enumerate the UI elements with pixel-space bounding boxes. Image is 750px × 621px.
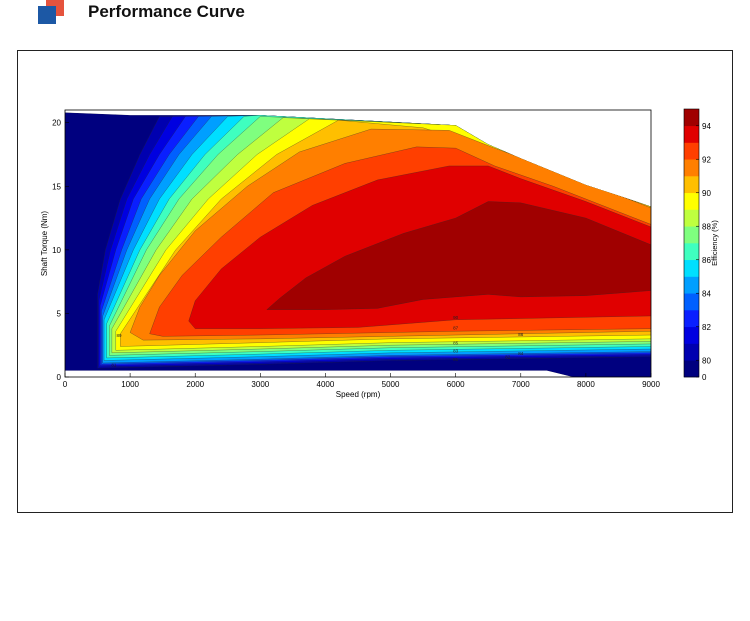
x-tick-label: 8000 bbox=[577, 380, 595, 389]
colorbar-segment bbox=[684, 226, 699, 244]
y-tick-label: 20 bbox=[52, 119, 61, 128]
x-tick-label: 6000 bbox=[447, 380, 465, 389]
contour-level-label: 86 bbox=[518, 332, 524, 337]
logo-blue-square bbox=[38, 6, 56, 24]
brand-logo bbox=[38, 0, 66, 26]
plot-axes-box bbox=[64, 109, 652, 378]
colorbar-tick-label: 82 bbox=[702, 323, 711, 332]
page-header: Performance Curve bbox=[0, 0, 750, 40]
colorbar-segment bbox=[684, 293, 699, 311]
y-tick-label: 15 bbox=[52, 182, 61, 191]
chart-frame: 0 1000 2000 3000 4000 5000 6000 7000 8000 9000 0 5 1… bbox=[17, 50, 733, 513]
contour-level-label: 89 bbox=[117, 333, 123, 338]
contour-level-label: 87 bbox=[453, 325, 459, 330]
colorbar-segment bbox=[684, 326, 699, 344]
colorbar-tick-label: 92 bbox=[702, 155, 711, 164]
x-tick-label: 9000 bbox=[642, 380, 660, 389]
y-tick-label: 5 bbox=[57, 309, 62, 318]
contour-level-label: 81 bbox=[453, 357, 459, 362]
x-axis-label: Speed (rpm) bbox=[336, 390, 381, 399]
colorbar-segment bbox=[684, 259, 699, 277]
colorbar-segment bbox=[684, 176, 699, 194]
colorbar-segment bbox=[684, 192, 699, 210]
contour-level-label: 83 bbox=[453, 348, 459, 353]
contour-fill-group bbox=[65, 112, 651, 378]
colorbar-segment bbox=[684, 343, 699, 361]
x-tick-label: 4000 bbox=[317, 380, 335, 389]
colorbar-tick-label: 86 bbox=[702, 256, 711, 265]
colorbar-tick-label: 80 bbox=[702, 356, 711, 365]
colorbar-frame bbox=[683, 108, 700, 378]
y-tick-label: 0 bbox=[57, 373, 62, 382]
colorbar-tick-label: 84 bbox=[702, 289, 711, 298]
colorbar-label: Efficiency (%) bbox=[710, 220, 719, 266]
colorbar-segment bbox=[684, 360, 699, 378]
x-tick-label: 2000 bbox=[186, 380, 204, 389]
contour-level-label: 85 bbox=[453, 341, 459, 346]
x-tick-label: 1000 bbox=[121, 380, 139, 389]
colorbar-segment bbox=[684, 243, 699, 261]
contour-band-94 bbox=[266, 201, 651, 310]
colorbar-segment bbox=[684, 209, 699, 227]
colorbar-segment bbox=[684, 276, 699, 294]
contour-level-label: 90 bbox=[453, 315, 459, 320]
colorbar-segment bbox=[684, 142, 699, 160]
page-title: Performance Curve bbox=[88, 2, 245, 21]
colorbar-tick-label: 94 bbox=[702, 122, 711, 131]
x-tick-label: 7000 bbox=[512, 380, 530, 389]
colorbar-segment bbox=[684, 159, 699, 177]
colorbar-tick-label: 0 bbox=[702, 373, 707, 382]
contour-level-label: 81 bbox=[111, 362, 117, 367]
y-axis-label: Shaft Torque (Nm) bbox=[40, 211, 49, 277]
x-tick-label: 5000 bbox=[382, 380, 400, 389]
colorbar-segment bbox=[684, 310, 699, 328]
colorbar-segment bbox=[684, 109, 699, 127]
colorbar-tick-label: 90 bbox=[702, 189, 711, 198]
colorbar-tick-label: 88 bbox=[702, 222, 711, 231]
x-tick-label: 3000 bbox=[251, 380, 269, 389]
efficiency-contour-chart: 0 1000 2000 3000 4000 5000 6000 7000 8000 9000 0 5 1… bbox=[40, 108, 719, 399]
x-tick-label: 0 bbox=[63, 380, 68, 389]
contour-level-label: 82 bbox=[505, 355, 511, 360]
y-tick-label: 10 bbox=[52, 246, 61, 255]
contour-level-label: 84 bbox=[518, 351, 524, 356]
colorbar-segment bbox=[684, 125, 699, 143]
